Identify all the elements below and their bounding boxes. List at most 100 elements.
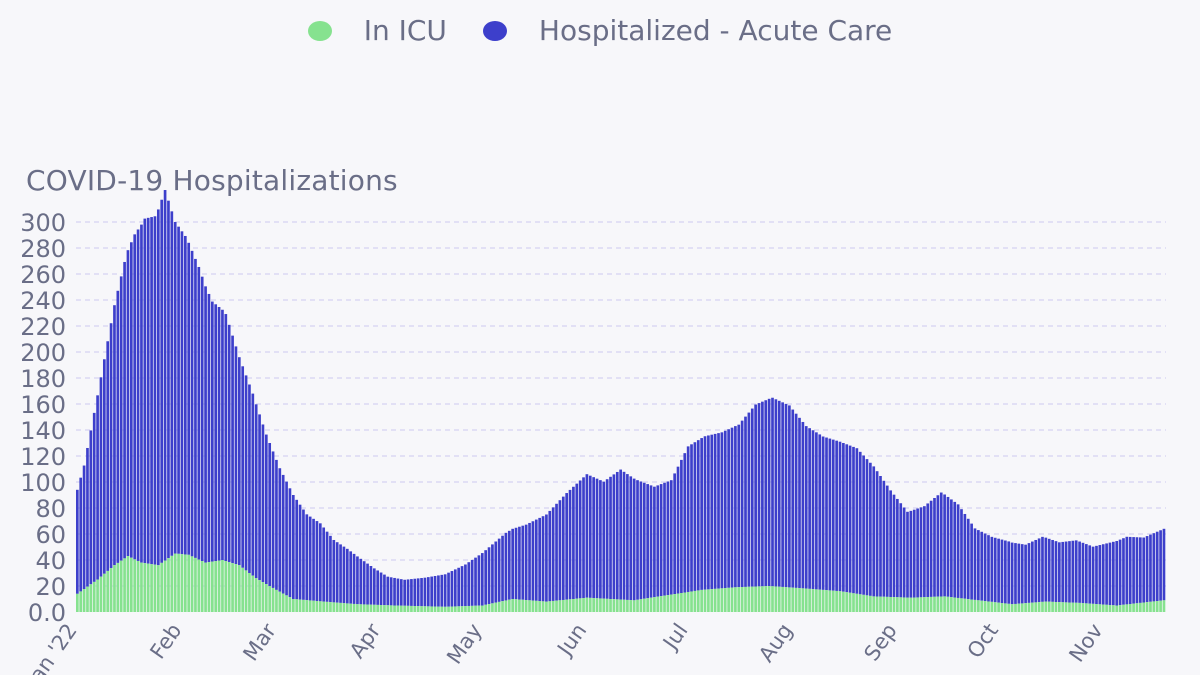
bar-icu	[298, 599, 302, 612]
bar-acute-care	[410, 579, 413, 606]
bar-acute-care	[950, 499, 953, 598]
bar-icu	[713, 588, 717, 612]
bar-icu	[561, 599, 565, 612]
bar-icu	[197, 559, 201, 612]
bar-acute-care	[123, 261, 126, 559]
bar-acute-care	[200, 276, 204, 562]
bar-acute-care	[909, 510, 913, 598]
bar-icu	[585, 597, 589, 612]
bar-acute-care	[558, 500, 562, 601]
bar-acute-care	[710, 434, 714, 590]
bar-acute-care	[912, 509, 916, 598]
bar-acute-care	[467, 562, 471, 606]
bar-icu	[302, 599, 305, 612]
bar-acute-care	[426, 577, 430, 607]
bar-acute-care	[491, 544, 494, 604]
bar-acute-care	[936, 495, 940, 597]
bar-icu	[521, 599, 525, 612]
bar-icu	[737, 587, 741, 612]
bar-icu	[1020, 603, 1024, 612]
bar-acute-care	[1020, 544, 1024, 604]
bar-icu	[160, 562, 164, 612]
bar-acute-care	[470, 559, 474, 606]
bar-acute-care	[1014, 543, 1017, 604]
bar-acute-care	[1058, 542, 1061, 603]
bar-icu	[86, 586, 89, 612]
y-tick-label: 180	[20, 365, 66, 393]
bar-acute-care	[207, 293, 211, 563]
bar-acute-care	[362, 561, 366, 605]
bar-icu	[237, 565, 241, 612]
bar-acute-care	[993, 537, 997, 603]
bar-acute-care	[180, 231, 184, 555]
bar-acute-care	[568, 489, 572, 600]
bar-icu	[352, 603, 356, 612]
bar-acute-care	[383, 574, 386, 606]
bar-acute-care	[312, 518, 315, 601]
bar-acute-care	[1064, 541, 1068, 603]
bar-icu	[1078, 602, 1081, 612]
bar-acute-care	[1115, 541, 1119, 606]
bar-icu	[622, 599, 626, 612]
bar-icu	[366, 604, 369, 612]
bar-icu	[764, 586, 768, 612]
bar-acute-care	[730, 427, 734, 588]
bar-icu	[815, 589, 818, 612]
bar-acute-care	[366, 563, 369, 605]
bar-icu	[450, 606, 454, 612]
bar-acute-care	[447, 572, 450, 607]
bar-icu	[221, 560, 224, 612]
bar-acute-care	[578, 480, 582, 599]
bar-acute-care	[1091, 546, 1095, 604]
bar-icu	[1061, 602, 1065, 612]
bar-acute-care	[1122, 538, 1125, 605]
bar-acute-care	[1095, 545, 1098, 605]
bar-icu	[784, 587, 788, 612]
bar-acute-care	[808, 428, 811, 589]
bar-icu	[993, 602, 997, 612]
bar-icu	[119, 560, 123, 612]
bar-acute-care	[818, 434, 822, 590]
bar-acute-care	[430, 576, 434, 607]
bar-icu	[248, 573, 251, 612]
bar-acute-care	[420, 578, 423, 607]
bar-icu	[791, 587, 795, 612]
bar-icu	[1145, 602, 1149, 612]
bar-icu	[170, 555, 174, 612]
bar-icu	[163, 560, 167, 612]
legend-item-icu[interactable]: In ICU	[307, 14, 447, 47]
bar-acute-care	[433, 575, 437, 607]
bar-icu	[683, 592, 687, 612]
bar-acute-care	[1132, 537, 1135, 604]
bar-icu	[659, 596, 663, 612]
bar-acute-care	[703, 436, 707, 590]
y-axis: 0.02040608010012014016018020022024026028…	[20, 209, 66, 627]
bar-icu	[92, 581, 96, 612]
bar-acute-care	[541, 516, 545, 602]
bar-acute-care	[1112, 541, 1115, 606]
bar-icu	[825, 590, 828, 612]
bar-acute-care	[588, 475, 592, 598]
bar-icu	[541, 601, 545, 612]
bar-icu	[1139, 602, 1142, 612]
bar-acute-care	[487, 547, 491, 605]
bar-acute-care	[713, 433, 717, 589]
bar-acute-care	[757, 403, 761, 587]
bar-acute-care	[865, 459, 869, 596]
legend-item-acute-care[interactable]: Hospitalized - Acute Care	[482, 14, 892, 47]
bar-acute-care	[1051, 539, 1054, 602]
bar-icu	[416, 606, 420, 612]
bar-acute-care	[126, 250, 130, 557]
bar-icu	[1101, 604, 1105, 612]
bar-icu	[963, 598, 967, 612]
bar-icu	[1135, 603, 1139, 612]
bar-acute-care	[413, 578, 417, 607]
bar-acute-care	[261, 424, 265, 583]
bar-icu	[875, 596, 879, 612]
bar-icu	[383, 605, 386, 612]
bar-acute-care	[987, 535, 990, 602]
bar-acute-care	[1108, 542, 1112, 606]
bar-acute-care	[440, 574, 444, 607]
bar-acute-care	[501, 535, 504, 602]
bar-acute-care	[359, 558, 363, 605]
